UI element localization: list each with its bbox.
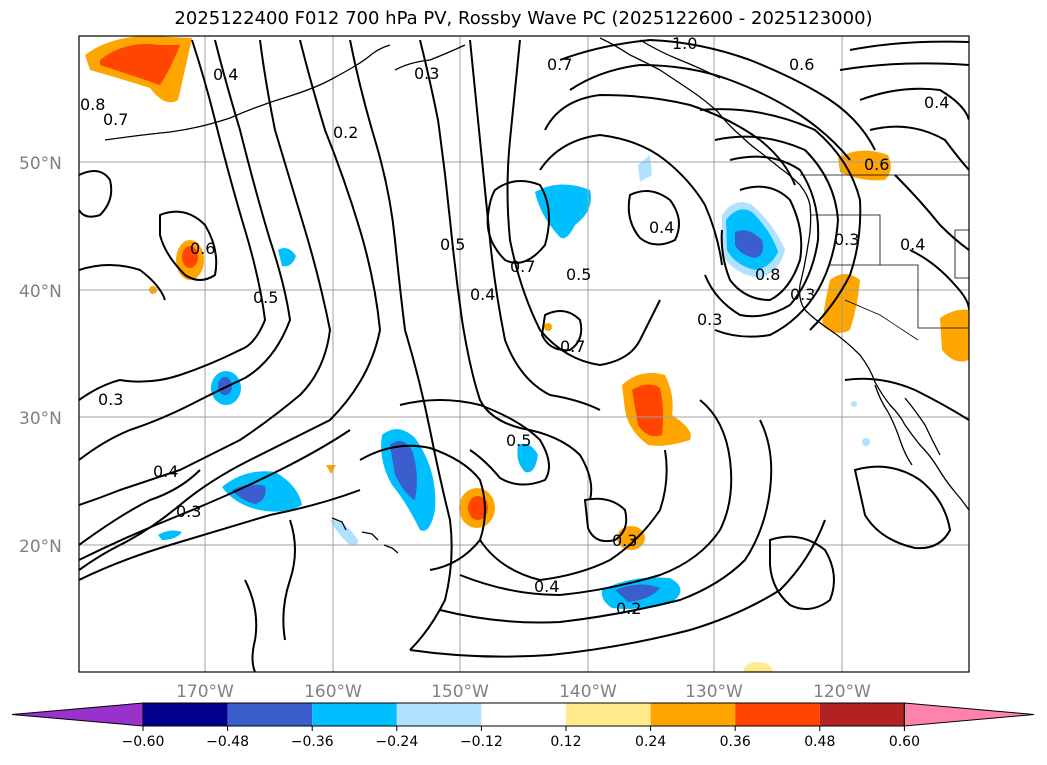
colorbar-segment (481, 703, 566, 726)
lon-label: 130°W (685, 682, 743, 702)
contour-label: 0.6 (789, 55, 814, 74)
contour-label: 0.4 (213, 65, 238, 84)
contour-label: 0.2 (333, 123, 358, 142)
lat-label: 30°N (19, 409, 62, 429)
anomaly-patch (544, 323, 552, 331)
colorbar-segment (566, 703, 651, 726)
colorbar-label: 0.60 (889, 734, 920, 750)
positive-anomaly-patches (85, 36, 969, 672)
colorbar-label: −0.12 (460, 734, 503, 750)
anomaly-patch (822, 274, 860, 334)
colorbar-label: −0.36 (291, 734, 334, 750)
longitude-labels: 170°W 160°W 150°W 140°W 130°W 120°W (176, 682, 871, 702)
colorbar-segment (735, 703, 820, 726)
anomaly-patch (330, 520, 358, 546)
colorbar-label: 0.24 (635, 734, 666, 750)
anomaly-patch (218, 377, 232, 395)
contour-label: 0.4 (924, 93, 949, 112)
latitude-labels: 50°N 40°N 30°N 20°N (19, 154, 62, 557)
gridlines (79, 36, 969, 672)
colorbar-label: 0.48 (804, 734, 835, 750)
colorbar-label: −0.24 (375, 734, 418, 750)
lon-label: 160°W (304, 682, 362, 702)
contour-label: 0.3 (790, 285, 815, 304)
anomaly-patch (744, 662, 772, 672)
contour-label: 0.4 (900, 235, 925, 254)
colorbar-segment (312, 703, 397, 726)
contour-label: 0.7 (547, 55, 572, 74)
contour-label: 1.0 (672, 34, 697, 53)
contour-label: 0.3 (612, 531, 637, 550)
anomaly-patch (838, 150, 891, 181)
contour-label: 0.5 (566, 265, 591, 284)
contour-label: 0.3 (98, 390, 123, 409)
colorbar-frame (142, 702, 905, 727)
colorbar-segment (227, 703, 313, 726)
lon-label: 170°W (176, 682, 234, 702)
contour-label: 0.7 (510, 257, 535, 276)
contour-label: 0.6 (864, 155, 889, 174)
anomaly-patch (182, 246, 198, 268)
anomaly-patch (517, 443, 538, 473)
anomaly-patch (632, 384, 664, 437)
colorbar-segment (650, 703, 736, 726)
borders (800, 174, 969, 341)
lon-label: 120°W (813, 682, 871, 702)
lat-label: 50°N (19, 154, 62, 174)
lat-label: 40°N (19, 282, 62, 302)
contour-labels: 1.0 0.3 0.4 0.7 0.6 0.8 0.7 0.2 0.4 0.6 … (80, 34, 949, 618)
anomaly-patch (735, 230, 764, 258)
colorbar-label: −0.60 (122, 734, 165, 750)
pv-contours (79, 38, 969, 672)
anomaly-patch (615, 584, 660, 602)
colorbar-extend-high (903, 702, 1035, 727)
colorbar-label: −0.48 (206, 734, 249, 750)
contour-label: 0.8 (80, 95, 105, 114)
contour-label: 0.3 (414, 64, 439, 83)
colorbar-label: 0.36 (720, 734, 751, 750)
anomaly-patch (158, 530, 182, 540)
map-frame (78, 35, 970, 673)
contour-label: 0.3 (834, 230, 859, 249)
contour-label: 0.3 (697, 310, 722, 329)
contour-label: 0.5 (253, 288, 278, 307)
map-area (79, 36, 969, 672)
colorbar-label: 0.12 (550, 734, 581, 750)
colorbar-segment (819, 703, 905, 726)
anomaly-patch (862, 438, 870, 446)
colorbar-segment (396, 703, 482, 726)
map-title: 2025122400 F012 700 hPa PV, Rossby Wave … (174, 8, 873, 29)
colorbar-extend-low (11, 702, 144, 727)
anomaly-patch (535, 184, 591, 239)
contour-label: 0.4 (534, 577, 559, 596)
contour-label: 0.4 (470, 285, 495, 304)
contour-label: 0.6 (190, 239, 215, 258)
contour-label: 0.8 (755, 265, 780, 284)
contour-label: 0.2 (616, 599, 641, 618)
contour-label: 0.5 (440, 235, 465, 254)
lon-label: 140°W (559, 682, 617, 702)
negative-anomaly-patches (158, 155, 870, 609)
anomaly-patch (468, 496, 488, 520)
contour-label: 0.4 (153, 462, 178, 481)
anomaly-patch (278, 248, 296, 267)
colorbar: −0.60 −0.48 −0.36 −0.24 −0.12 0.12 0.24 0.36 0.4… (11, 702, 1035, 750)
lat-label: 20°N (19, 537, 62, 557)
contour-label: 0.4 (649, 218, 674, 237)
anomaly-patch (940, 309, 969, 362)
colorbar-segment (143, 703, 228, 726)
anomaly-patch (851, 401, 857, 407)
contour-label: 0.7 (103, 110, 128, 129)
contour-label: 0.3 (176, 502, 201, 521)
contour-label: 0.7 (560, 337, 585, 356)
lon-label: 150°W (431, 682, 489, 702)
contour-label: 0.5 (506, 431, 531, 450)
anomaly-patch (390, 441, 417, 500)
anomaly-patch (100, 44, 180, 85)
